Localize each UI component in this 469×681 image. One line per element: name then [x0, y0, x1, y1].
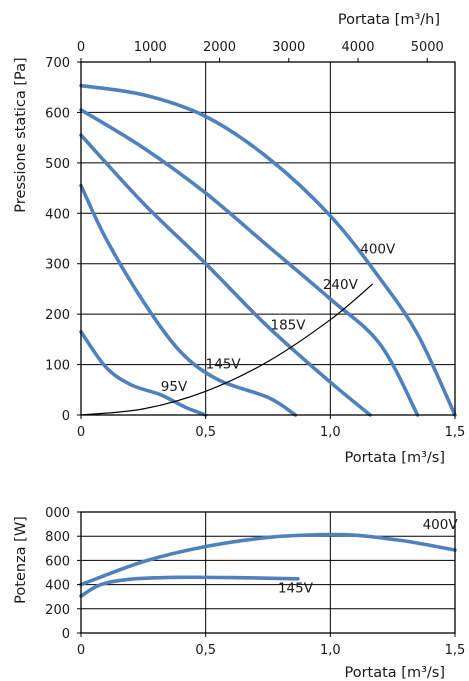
power-x-axis-label: Portata [m³/s] — [344, 665, 445, 681]
x2-tick-label: 0 — [77, 40, 85, 55]
pressure-x-axis-label: Portata [m³/s] — [344, 450, 445, 466]
pressure-curve-labels: 400V 240V 185V 145V 95V — [161, 242, 396, 395]
x-tick-label: 0,5 — [195, 425, 216, 440]
power-chart: 0 0,5 1,0 1,5 0 200 400 600 800 000 400V 145V Port… — [13, 506, 465, 681]
curve-95v-pressure — [79, 330, 208, 417]
x2-tick-label: 4000 — [341, 40, 374, 55]
curve-label-185v: 185V — [270, 317, 306, 333]
y-tick-label: 500 — [45, 157, 70, 172]
x-tick-label: 1,0 — [320, 643, 341, 658]
x-tick-label: 0,5 — [195, 643, 216, 658]
x-tick-label: 0 — [77, 425, 85, 440]
power-curves — [79, 532, 457, 598]
y-tick-label: 300 — [45, 258, 70, 273]
curve-145v-power — [79, 575, 300, 598]
x-tick-label: 0 — [77, 643, 85, 658]
power-ticks: 0 0,5 1,0 1,5 0 200 400 600 800 000 — [45, 506, 465, 658]
x-tick-label: 1,5 — [445, 425, 466, 440]
curve-label-400v: 400V — [423, 517, 459, 533]
pressure-ticks: 0 0,5 1,0 1,5 0 100 200 300 400 500 600 700 0 1000 200… — [45, 40, 465, 440]
x-tick-label: 1,5 — [445, 643, 466, 658]
curve-label-400v: 400V — [360, 242, 396, 258]
y-tick-label: 100 — [45, 359, 70, 374]
curve-400v-power — [79, 532, 457, 587]
pressure-curves — [79, 83, 457, 417]
x2-tick-label: 1000 — [134, 40, 167, 55]
x2-tick-label: 3000 — [272, 40, 305, 55]
pressure-plot-frame — [80, 61, 456, 416]
y-tick-label: 200 — [45, 308, 70, 323]
system-resistance-line — [80, 283, 374, 416]
x-tick-label: 1,0 — [320, 425, 341, 440]
curve-label-145v: 145V — [206, 357, 242, 373]
curve-label-95v: 95V — [161, 379, 188, 395]
x2-tick-label: 5000 — [411, 40, 444, 55]
y-tick-label: 400 — [45, 207, 70, 222]
pressure-chart: 0 0,5 1,0 1,5 0 100 200 300 400 500 600 700 0 1000 200… — [13, 12, 465, 466]
curve-400v-pressure — [79, 83, 457, 417]
y-tick-label: 800 — [45, 530, 70, 545]
curve-label-240v: 240V — [323, 277, 359, 293]
power-plot-frame — [80, 511, 456, 634]
curve-185v-pressure — [79, 133, 372, 417]
y-tick-label: 400 — [45, 579, 70, 594]
pressure-grid — [81, 62, 455, 415]
y-tick-label: 700 — [45, 56, 70, 71]
curve-label-145v: 145V — [278, 580, 314, 596]
curve-145v-pressure — [79, 183, 298, 417]
y-tick-label: 600 — [45, 106, 70, 121]
curve-240v-pressure — [79, 108, 420, 417]
power-grid — [81, 512, 455, 633]
x2-tick-label: 2000 — [203, 40, 236, 55]
y-tick-label: 0 — [62, 409, 70, 424]
y-tick-label: 200 — [45, 603, 70, 618]
y-tick-label: 000 — [45, 506, 70, 521]
power-curve-labels: 400V 145V — [278, 517, 458, 597]
power-y-axis-label: Potenza [W] — [13, 516, 29, 604]
y-tick-label: 0 — [62, 627, 70, 642]
pressure-x2-axis-label: Portata [m³/h] — [338, 12, 440, 28]
pressure-y-axis-label: Pressione statica [Pa] — [13, 57, 29, 212]
y-tick-label: 600 — [45, 554, 70, 569]
